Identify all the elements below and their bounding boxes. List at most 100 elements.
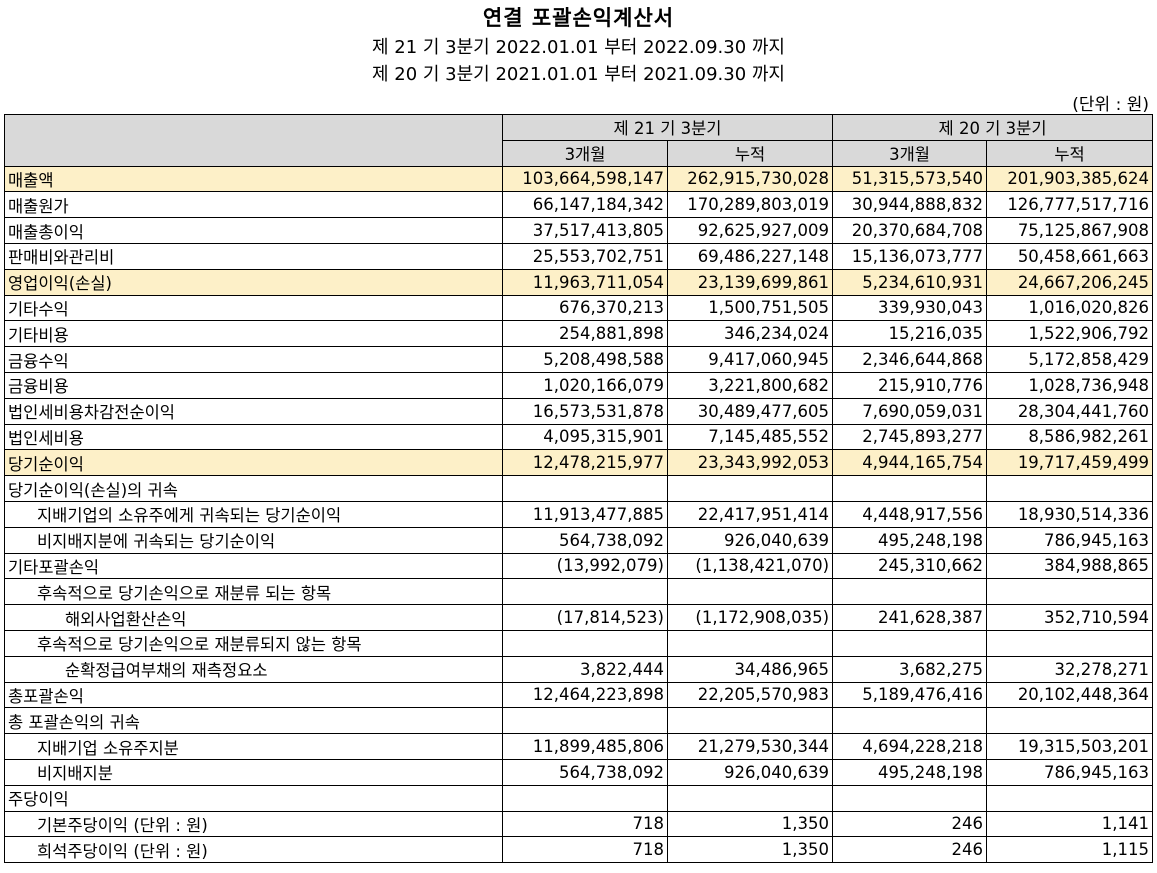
cell-current-cumulative — [666, 707, 834, 735]
row-label: 법인세비용차감전순이익 — [4, 397, 503, 425]
cell-current-cumulative: 926,040,639 — [666, 526, 834, 554]
cell-current-3m: 66,147,184,342 — [502, 191, 668, 219]
cell-current-3m: 11,963,711,054 — [502, 268, 668, 296]
cell-prior-cumulative: 5,172,858,429 — [986, 346, 1154, 373]
row-label: 금융수익 — [4, 346, 503, 373]
table-row: 기본주당이익 (단위 : 원) 718 1,350 246 1,141 — [4, 810, 1154, 838]
cell-prior-cumulative: 28,304,441,760 — [986, 397, 1154, 425]
cell-prior-3m: 20,370,684,708 — [832, 217, 988, 244]
cell-prior-3m: 495,248,198 — [832, 758, 988, 786]
income-statement-table: 제 21 기 3분기 제 20 기 3분기 3개월 누적 3개월 누적 매출액 1… — [4, 114, 1154, 864]
cell-current-3m — [502, 475, 668, 502]
table-row: 후속적으로 당기손익으로 재분류 되는 항목 — [4, 578, 1154, 606]
cell-prior-cumulative: 32,278,271 — [986, 655, 1154, 683]
row-label: 기타수익 — [4, 294, 503, 322]
cell-prior-3m: 15,216,035 — [832, 320, 988, 348]
period-prior: 제 20 기 3분기 2021.01.01 부터 2021.09.30 까지 — [371, 64, 785, 85]
header-row-groups: 제 21 기 3분기 제 20 기 3분기 — [4, 114, 1154, 167]
cell-current-cumulative: 30,489,477,605 — [666, 397, 834, 425]
cell-current-3m — [502, 578, 668, 606]
cell-current-3m: 3,822,444 — [502, 655, 668, 683]
cell-prior-cumulative: 1,028,736,948 — [986, 371, 1154, 399]
cell-prior-3m: 241,628,387 — [832, 604, 988, 631]
cell-prior-cumulative: 384,988,865 — [986, 552, 1154, 580]
cell-current-cumulative: 69,486,227,148 — [666, 242, 834, 270]
row-label: 당기순이익 — [4, 449, 503, 477]
header-corner — [4, 114, 503, 167]
cell-current-cumulative: 34,486,965 — [666, 655, 834, 683]
cell-prior-cumulative: 786,945,163 — [986, 526, 1154, 554]
row-label: 해외사업환산손익 — [4, 604, 503, 631]
table-row: 총포괄손익 12,464,223,898 22,205,570,983 5,189,4… — [4, 681, 1154, 709]
row-label: 당기순이익(손실)의 귀속 — [4, 475, 503, 502]
table-row: 당기순이익(손실)의 귀속 — [4, 475, 1154, 502]
header-prior-cumulative: 누적 — [986, 139, 1154, 167]
row-label: 비지배지분 — [4, 758, 503, 786]
table-row: 법인세비용 4,095,315,901 7,145,485,552 2,745,893… — [4, 423, 1154, 451]
cell-current-cumulative: 346,234,024 — [666, 320, 834, 348]
cell-prior-cumulative: 19,717,459,499 — [986, 449, 1154, 477]
cell-current-3m: 718 — [502, 810, 668, 838]
cell-prior-3m: 30,944,888,832 — [832, 191, 988, 219]
cell-current-3m: 11,899,485,806 — [502, 733, 668, 760]
cell-prior-cumulative: 1,522,906,792 — [986, 320, 1154, 348]
row-label: 후속적으로 당기손익으로 재분류 되는 항목 — [4, 578, 503, 606]
header-current-3m: 3개월 — [502, 139, 668, 167]
cell-prior-cumulative — [986, 629, 1154, 657]
cell-prior-3m: 4,944,165,754 — [832, 449, 988, 477]
cell-prior-3m: 15,136,073,777 — [832, 242, 988, 270]
cell-prior-cumulative: 8,586,982,261 — [986, 423, 1154, 451]
cell-current-cumulative: 3,221,800,682 — [666, 371, 834, 399]
cell-current-3m: 12,464,223,898 — [502, 681, 668, 709]
row-label: 지배기업의 소유주에게 귀속되는 당기순이익 — [4, 500, 503, 528]
cell-prior-cumulative — [986, 707, 1154, 735]
row-label: 총포괄손익 — [4, 681, 503, 709]
cell-prior-cumulative: 20,102,448,364 — [986, 681, 1154, 709]
cell-prior-cumulative — [986, 784, 1154, 812]
header-row-columns: 3개월 누적 3개월 누적 — [5, 139, 1154, 167]
cell-prior-3m: 7,690,059,031 — [832, 397, 988, 425]
cell-current-3m — [502, 784, 668, 812]
cell-prior-3m: 215,910,776 — [832, 371, 988, 399]
cell-prior-3m: 495,248,198 — [832, 526, 988, 554]
cell-current-3m: 1,020,166,079 — [502, 371, 668, 399]
cell-prior-3m — [832, 629, 988, 657]
cell-current-3m — [502, 629, 668, 657]
cell-prior-cumulative: 24,667,206,245 — [986, 268, 1154, 296]
table-row: 비지배지분에 귀속되는 당기순이익 564,738,092 926,040,639 4… — [4, 526, 1154, 554]
cell-current-3m: 103,664,598,147 — [502, 165, 668, 193]
cell-current-3m: 564,738,092 — [502, 526, 668, 554]
cell-prior-3m: 246 — [832, 836, 988, 864]
cell-prior-cumulative: 18,930,514,336 — [986, 500, 1154, 528]
cell-current-cumulative — [666, 578, 834, 606]
cell-current-cumulative: 9,417,060,945 — [666, 346, 834, 373]
cell-prior-3m: 339,930,043 — [832, 294, 988, 322]
table-row: 비지배지분 564,738,092 926,040,639 495,248,198 78… — [4, 758, 1154, 786]
table-row: 매출총이익 37,517,413,805 92,625,927,009 20,370,… — [4, 217, 1154, 244]
row-label: 주당이익 — [4, 784, 503, 812]
cell-prior-cumulative: 1,141 — [986, 810, 1154, 838]
cell-current-cumulative — [666, 475, 834, 502]
row-label: 판매비와관리비 — [4, 242, 503, 270]
cell-current-cumulative: 1,350 — [666, 836, 834, 864]
header-group-current: 제 21 기 3분기 — [501, 114, 834, 141]
cell-prior-3m: 245,310,662 — [832, 552, 988, 580]
cell-current-cumulative: 1,500,751,505 — [666, 294, 834, 322]
row-label: 순확정급여부채의 재측정요소 — [4, 655, 503, 683]
cell-current-3m: 16,573,531,878 — [502, 397, 668, 425]
cell-prior-3m: 3,682,275 — [832, 655, 988, 683]
cell-current-3m: 676,370,213 — [502, 294, 668, 322]
cell-current-cumulative: 7,145,485,552 — [666, 423, 834, 451]
table-row: 주당이익 — [4, 784, 1154, 812]
cell-current-cumulative: (1,172,908,035) — [666, 604, 834, 631]
table-row: 총 포괄손익의 귀속 — [4, 707, 1154, 735]
table-row: 지배기업의 소유주에게 귀속되는 당기순이익 11,913,477,885 22,4… — [4, 500, 1154, 528]
table-row: 해외사업환산손익 (17,814,523) (1,172,908,035) 241,6… — [4, 604, 1154, 631]
cell-prior-3m — [832, 578, 988, 606]
row-label: 희석주당이익 (단위 : 원) — [4, 836, 503, 864]
cell-current-cumulative: 926,040,639 — [666, 758, 834, 786]
cell-current-cumulative: 21,279,530,344 — [666, 733, 834, 760]
cell-current-cumulative: 92,625,927,009 — [666, 217, 834, 244]
row-label: 비지배지분에 귀속되는 당기순이익 — [4, 526, 503, 554]
